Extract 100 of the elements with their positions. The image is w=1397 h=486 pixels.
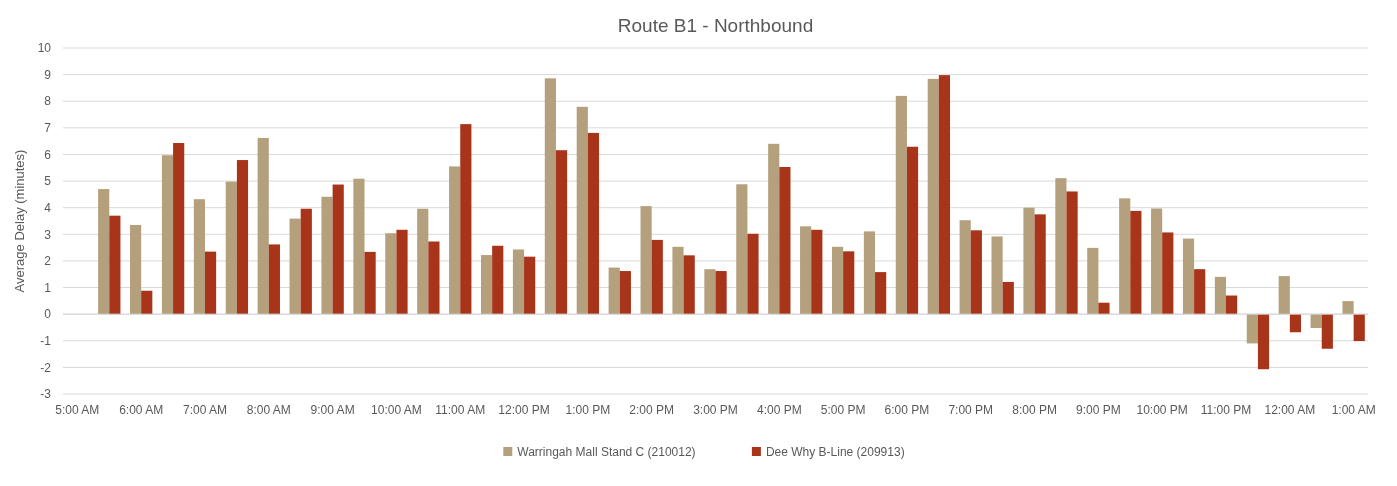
bar <box>1342 301 1354 315</box>
chart-title: Route B1 - Northbound <box>617 15 814 36</box>
bar <box>300 208 312 315</box>
bar <box>98 189 110 315</box>
bar <box>991 236 1003 315</box>
bar <box>811 229 823 315</box>
bar <box>704 269 716 315</box>
bar <box>1119 198 1131 315</box>
bar <box>1289 314 1301 333</box>
bar <box>1130 210 1142 315</box>
bar <box>619 271 631 315</box>
bar <box>1087 247 1099 315</box>
bar <box>672 246 684 315</box>
bar <box>364 251 376 315</box>
bar <box>1055 178 1067 315</box>
bar <box>1034 214 1046 315</box>
bar <box>193 199 205 315</box>
x-tick-label: 2:00 PM <box>629 403 675 417</box>
x-tick-label: 11:00 PM <box>1200 403 1252 417</box>
x-tick-label: 10:00 AM <box>371 403 422 417</box>
bar <box>428 241 440 315</box>
bar <box>332 184 344 315</box>
x-tick-label: 5:00 PM <box>820 403 866 417</box>
bar <box>779 166 791 315</box>
x-tick-label: 9:00 PM <box>1076 403 1121 417</box>
bar <box>289 218 301 315</box>
bar <box>1023 207 1035 315</box>
bar <box>321 196 333 315</box>
legend-label: Warringah Mall Stand C (210012) <box>517 445 696 460</box>
y-tick-label: 4 <box>44 200 52 215</box>
bar <box>831 246 844 315</box>
bar <box>715 271 727 315</box>
y-tick-label: 9 <box>44 67 52 82</box>
y-tick-label: 2 <box>44 254 52 269</box>
bar <box>906 146 919 315</box>
y-tick-label: 6 <box>44 147 52 162</box>
bar <box>1162 232 1174 315</box>
bar <box>396 229 408 315</box>
bar <box>417 208 429 315</box>
bar <box>1278 276 1290 315</box>
bar <box>1098 302 1110 315</box>
y-tick-label: 1 <box>44 280 52 295</box>
y-tick-label: 7 <box>44 121 52 136</box>
bar <box>161 155 174 315</box>
x-tick-label: 6:00 PM <box>884 403 930 417</box>
bar <box>843 251 855 315</box>
x-tick-label: 12:00 AM <box>1264 403 1316 417</box>
bar <box>130 224 142 315</box>
bar <box>1226 295 1238 315</box>
bar <box>736 184 748 315</box>
bar <box>1353 314 1365 342</box>
bar <box>863 231 876 315</box>
bar <box>1321 314 1333 349</box>
bar <box>927 78 939 315</box>
bar <box>970 230 982 315</box>
x-tick-label: 9:00 AM <box>310 403 355 417</box>
bar <box>587 132 600 315</box>
bar <box>576 106 588 315</box>
x-tick-label: 5:00 AM <box>55 403 100 417</box>
bar <box>353 178 365 315</box>
bar <box>555 150 568 315</box>
bar <box>109 215 121 315</box>
y-tick-label: 5 <box>44 174 52 189</box>
bar <box>524 256 536 315</box>
x-tick-label: 1:00 PM <box>565 403 611 417</box>
bar <box>875 272 887 315</box>
bar <box>651 239 663 315</box>
bar <box>800 226 812 315</box>
x-tick-label: 7:00 AM <box>182 403 227 417</box>
x-tick-label: 8:00 PM <box>1012 403 1057 417</box>
bar <box>268 244 280 315</box>
bar <box>1194 269 1206 315</box>
x-tick-label: 11:00 AM <box>435 403 486 417</box>
bar <box>1182 238 1195 315</box>
x-tick-label: 6:00 AM <box>119 403 164 417</box>
bar <box>141 290 153 315</box>
bar <box>257 137 269 315</box>
legend-label: Dee Why B-Line (209913) <box>765 445 905 460</box>
bar <box>385 233 397 315</box>
x-tick-label: 4:00 PM <box>756 403 802 417</box>
bar <box>1066 191 1078 315</box>
bar <box>1257 314 1270 370</box>
bar <box>1246 314 1258 344</box>
bar <box>938 75 951 315</box>
bar <box>460 124 472 315</box>
bar <box>1310 314 1322 328</box>
bar <box>480 255 493 315</box>
bar <box>225 181 237 315</box>
bar <box>1151 208 1163 315</box>
bar <box>204 251 217 315</box>
bar <box>544 78 556 315</box>
bar <box>747 233 759 315</box>
bar <box>449 166 461 315</box>
x-tick-label: 12:00 PM <box>498 403 550 417</box>
bar <box>1002 281 1014 315</box>
x-tick-label: 3:00 PM <box>693 403 738 417</box>
bar <box>683 255 695 315</box>
x-tick-label: 1:00 AM <box>1331 403 1376 417</box>
bar <box>173 143 185 315</box>
y-tick-label: -2 <box>40 360 52 375</box>
